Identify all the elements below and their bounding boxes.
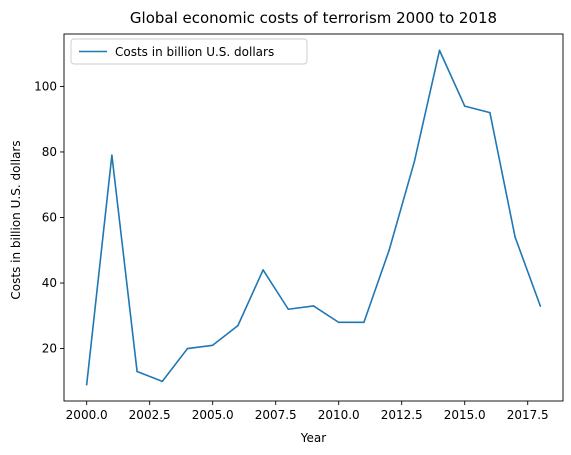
y-tick-label: 60 bbox=[42, 211, 57, 225]
legend-label: Costs in billion U.S. dollars bbox=[115, 45, 274, 59]
legend-box bbox=[70, 38, 308, 65]
x-axis-label: Year bbox=[300, 431, 326, 445]
data-point bbox=[463, 105, 466, 107]
data-point bbox=[287, 308, 290, 311]
x-tick-label: 2017.5 bbox=[507, 408, 549, 422]
data-point bbox=[337, 321, 340, 324]
y-tick-label: 40 bbox=[42, 276, 57, 290]
y-axis-label: Costs in billion U.S. dollars bbox=[9, 140, 23, 299]
data-point bbox=[413, 160, 416, 163]
data-point bbox=[388, 249, 390, 252]
data-point bbox=[363, 321, 365, 324]
data-point bbox=[85, 383, 88, 386]
data-point bbox=[136, 370, 138, 373]
x-tick-label: 2005.0 bbox=[192, 408, 234, 422]
data-point bbox=[186, 347, 189, 350]
data-point bbox=[211, 344, 214, 347]
x-tick-label: 2007.5 bbox=[255, 408, 297, 422]
plot-area: 2000.0 2002.5 2005.0 2007.5 2010.0 2012.5 2015… bbox=[34, 33, 564, 422]
chart-title: Global economic costs of terrorism 2000 … bbox=[130, 9, 497, 27]
y-tick-label: 20 bbox=[42, 342, 57, 356]
plot-frame bbox=[63, 33, 564, 402]
x-tick-label: 2010.0 bbox=[318, 408, 360, 422]
series-line bbox=[85, 49, 542, 386]
x-tick-label: 2002.5 bbox=[129, 408, 171, 422]
data-point bbox=[514, 236, 516, 238]
data-point bbox=[262, 269, 264, 271]
x-tick-label: 2000.0 bbox=[66, 408, 108, 422]
data-point bbox=[111, 154, 113, 157]
x-tick-label: 2015.0 bbox=[444, 408, 486, 422]
data-point bbox=[237, 324, 239, 327]
x-tick-label: 2012.5 bbox=[381, 408, 423, 422]
data-point bbox=[539, 305, 542, 307]
data-point bbox=[489, 111, 491, 114]
y-tick-label: 100 bbox=[34, 79, 57, 93]
data-point bbox=[161, 380, 164, 383]
y-tick-label: 80 bbox=[42, 145, 57, 159]
data-point bbox=[312, 305, 315, 307]
data-point bbox=[438, 49, 441, 52]
